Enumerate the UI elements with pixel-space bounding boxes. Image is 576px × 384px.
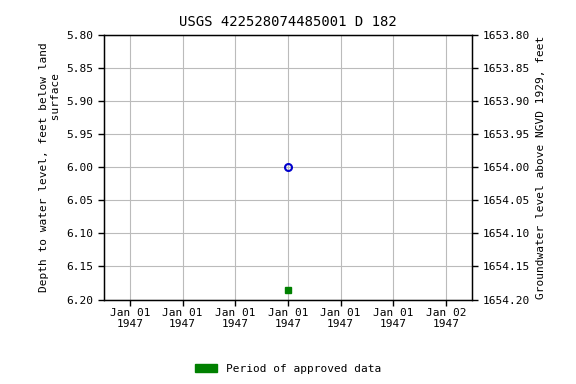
Y-axis label: Depth to water level, feet below land
                     surface: Depth to water level, feet below land su… <box>39 42 60 292</box>
Legend: Period of approved data: Period of approved data <box>191 359 385 379</box>
Y-axis label: Groundwater level above NGVD 1929, feet: Groundwater level above NGVD 1929, feet <box>536 35 545 299</box>
Title: USGS 422528074485001 D 182: USGS 422528074485001 D 182 <box>179 15 397 29</box>
